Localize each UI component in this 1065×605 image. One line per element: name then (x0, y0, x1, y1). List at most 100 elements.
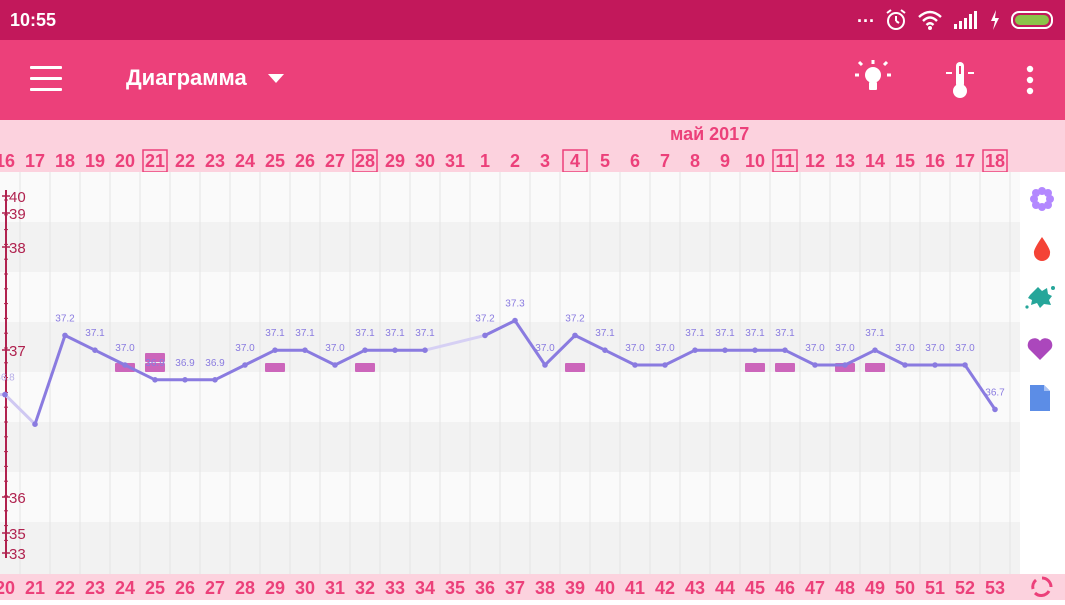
cycle-day-label: 41 (625, 578, 645, 598)
temp-line (604, 348, 636, 367)
temp-line (844, 348, 876, 367)
temp-point (482, 332, 488, 339)
cycle-day-label: 21 (25, 578, 45, 598)
temp-point (332, 362, 338, 368)
cycle-day-label: 30 (295, 578, 315, 598)
faint-line (3, 393, 37, 426)
date-label: 19 (85, 151, 105, 171)
splash-icon[interactable] (1025, 286, 1055, 309)
cycle-day-label: 46 (775, 578, 795, 598)
bulb-icon[interactable] (853, 60, 893, 100)
date-label: 4 (570, 151, 580, 171)
temp-label: 37.0 (115, 343, 135, 354)
temp-line (513, 319, 547, 366)
y-tick-label: 35 (9, 526, 26, 543)
temp-label: 37.1 (415, 328, 435, 339)
cycle-day-label: 47 (805, 578, 825, 598)
alarm-icon (886, 9, 906, 30)
gap-line (424, 333, 486, 352)
y-tick-label: 37 (9, 343, 26, 360)
date-label: 2 (510, 151, 520, 171)
temp-point (602, 347, 608, 354)
temp-line (124, 363, 156, 382)
cycle-day-label: 33 (385, 578, 405, 598)
status-bar: 10:55 ... (0, 0, 1065, 40)
date-label: 21 (145, 151, 165, 171)
temp-point (62, 332, 68, 339)
date-label: 30 (415, 151, 435, 171)
temp-point (302, 347, 308, 354)
marker-layer (115, 353, 885, 372)
temp-label: 37.2 (475, 313, 495, 324)
cycle-day-label: 34 (415, 578, 435, 598)
vertical-grid (19, 172, 1011, 574)
temp-label: 37.2 (55, 313, 75, 324)
marker-32 (355, 363, 375, 372)
screen-title-dropdown[interactable]: Диаграмма (126, 65, 247, 90)
temp-label: 37.1 (775, 328, 795, 339)
cycle-day-label: 45 (745, 578, 765, 598)
date-label: 26 (295, 151, 315, 171)
cycle-day-footer: 20 21 22 23 24 25 26 27 28 29 30 31 32 33 34 35 36 37 38 39… (0, 574, 1065, 600)
date-label: 15 (895, 151, 915, 171)
chevron-down-icon[interactable] (268, 74, 284, 83)
temp-line (33, 334, 67, 425)
temp-point (152, 377, 158, 383)
temp-point (932, 362, 938, 368)
grid-bands (0, 172, 1020, 574)
cycle-day-label: 38 (535, 578, 555, 598)
date-label: 3 (540, 151, 550, 171)
temp-point (872, 347, 878, 354)
cycle-day-label: 27 (205, 578, 225, 598)
temp-point (692, 347, 698, 354)
temp-label: 36.9 (175, 358, 195, 369)
status-time: 10:55 (10, 10, 57, 30)
date-header: май 2017июнь 201716171819202122232425262… (0, 120, 1065, 173)
date-label: 11 (775, 151, 794, 171)
temp-line (64, 334, 96, 352)
date-label: 20 (115, 151, 135, 171)
cycle-day-label: 28 (235, 578, 255, 598)
temp-label: 36.8 (0, 373, 15, 384)
refresh-icon[interactable] (1027, 574, 1057, 600)
cycle-day-label: 35 (445, 578, 465, 598)
drop-icon[interactable] (1033, 237, 1051, 261)
temp-label: 37.0 (535, 343, 555, 354)
date-label: 8 (690, 151, 700, 171)
cycle-day-label: 51 (925, 578, 945, 598)
thermometer-icon[interactable] (940, 60, 980, 100)
cycle-day-label: 29 (265, 578, 285, 598)
cycle-day-label: 52 (955, 578, 975, 598)
heart-icon[interactable] (1027, 338, 1053, 360)
temp-label: 37.0 (655, 343, 675, 354)
temp-point (662, 362, 668, 368)
cycle-day-label: 40 (595, 578, 615, 598)
temp-point (902, 362, 908, 368)
temp-point (422, 347, 428, 354)
document-icon[interactable] (1030, 385, 1050, 411)
temp-label: 37.1 (355, 328, 375, 339)
marker-25-upper (145, 353, 165, 362)
date-label: 27 (325, 151, 345, 171)
temp-point (512, 317, 518, 324)
menu-icon[interactable] (30, 66, 62, 94)
wifi-icon (918, 10, 942, 30)
charging-icon (991, 10, 999, 30)
date-label: 25 (265, 151, 285, 171)
flower-icon[interactable] (1030, 187, 1054, 211)
temp-point (212, 377, 218, 383)
temp-point (362, 347, 368, 354)
temp-label: 37.0 (325, 343, 345, 354)
date-label: 24 (235, 151, 255, 171)
temperature-points (2, 317, 998, 428)
temp-line (874, 348, 906, 367)
more-vert-icon[interactable] (1010, 60, 1050, 100)
date-label: 1 (480, 151, 490, 171)
cycle-day-label: 48 (835, 578, 855, 598)
cycle-day-label: 36 (475, 578, 495, 598)
status-icons: ... (857, 6, 1055, 32)
cycle-day-label: 37 (505, 578, 525, 598)
temp-point (752, 347, 758, 354)
cycle-day-label: 22 (55, 578, 75, 598)
